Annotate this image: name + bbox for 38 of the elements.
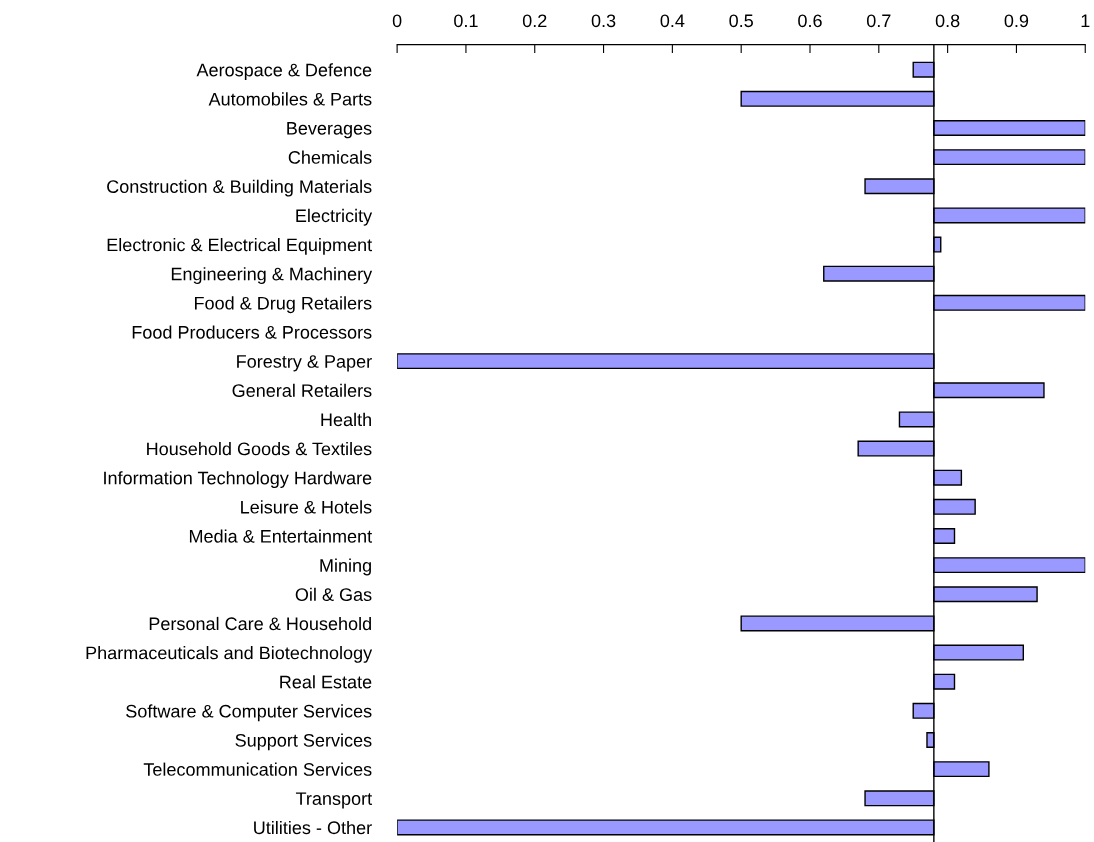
y-tick-label: Mining <box>320 558 371 576</box>
x-tick-label: 0.9 <box>1004 14 1029 28</box>
x-tick-label: 0.5 <box>729 14 753 28</box>
y-tick-label: Leisure & Hotels <box>241 500 372 514</box>
y-tick-label: Information Technology Hardware <box>104 471 372 488</box>
y-tick-label: Utilities - Other <box>254 820 372 835</box>
y-tick-label: Electronic & Electrical Equipment <box>107 238 372 255</box>
y-tick-label: Chemicals <box>288 150 372 164</box>
y-tick-label: Support Services <box>235 733 372 751</box>
y-tick-label: Pharmaceuticals and Biotechnology <box>86 646 373 663</box>
y-tick-label: Software & Computer Services <box>126 704 372 722</box>
y-tick-label: Construction & Building Materials <box>107 179 372 197</box>
y-tick-label: Aerospace & Defence <box>196 63 372 80</box>
y-tick-label: Health <box>321 412 371 427</box>
y-tick-label: Oil & Gas <box>295 587 372 601</box>
y-tick-label: Media & Entertainment <box>189 529 372 543</box>
x-tick-label: 0.8 <box>935 14 960 28</box>
y-tick-label: General Retailers <box>232 383 372 397</box>
x-tick-label: 0 <box>392 14 402 28</box>
y-tick-label: Real Estate <box>280 675 372 689</box>
y-tick-label: Engineering & Machinery <box>171 267 373 284</box>
y-tick-label: Personal Care & Household <box>149 616 371 631</box>
x-tick-label: 0.6 <box>798 14 822 28</box>
y-tick-label: Food & Drug Retailers <box>194 296 372 314</box>
y-tick-label: Food Producers & Processors <box>132 325 372 339</box>
x-tick-label: 0.1 <box>454 14 478 28</box>
y-tick-label: Beverages <box>287 122 372 139</box>
y-tick-label: Electricity <box>296 208 373 226</box>
x-tick-label: 0.7 <box>866 14 891 28</box>
y-tick-label: Household Goods & Textiles <box>147 442 372 456</box>
x-tick-label: 0.3 <box>591 14 616 28</box>
x-tick-label: 1 <box>1081 14 1090 27</box>
y-tick-label: Telecommunication Services <box>143 762 372 776</box>
x-tick-label: 0.2 <box>522 14 547 28</box>
x-tick-label: 0.4 <box>660 14 685 28</box>
y-tick-label: Automobiles & Parts <box>208 92 372 106</box>
y-tick-label: Forestry & Paper <box>237 355 372 372</box>
y-tick-label: Transport <box>295 792 372 809</box>
